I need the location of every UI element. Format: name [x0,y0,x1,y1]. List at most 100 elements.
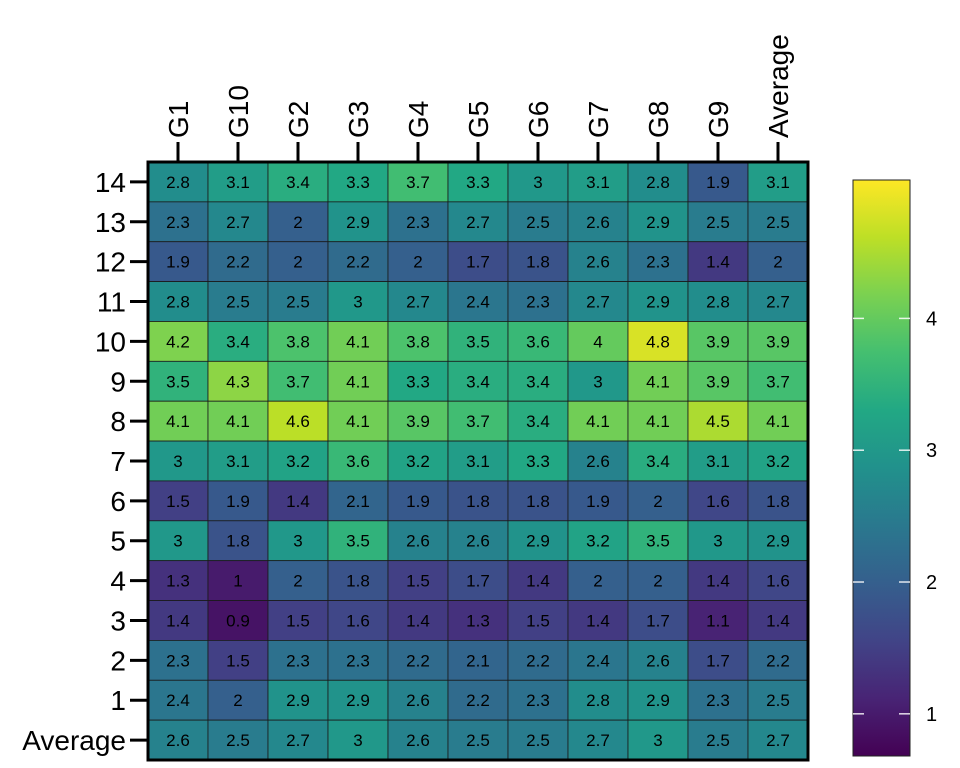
heatmap-cell [207,400,269,442]
heatmap-cell [567,440,629,482]
cell-value-label: 1.7 [466,572,490,591]
cell-value-label: 2.9 [346,213,370,232]
cell-value-label: 2.6 [166,731,190,750]
heatmap-cell [627,520,689,562]
colorbar-tick-label: 1 [926,704,937,726]
cell-value-label: 4.1 [646,412,670,431]
heatmap-cell [747,640,809,681]
cell-value-label: 2.6 [406,691,430,710]
heatmap-cell [687,281,749,322]
cell-value-label: 2.4 [586,651,610,670]
cell-value-label: 1.4 [526,572,550,591]
y-tick-label: 2 [110,645,126,676]
heatmap-cell [627,360,689,402]
cell-value-label: 2.5 [766,691,790,710]
heatmap-cell [447,440,509,482]
cell-value-label: 3 [173,452,182,471]
heatmap-cell [747,560,809,601]
cell-value-label: 2.9 [346,691,370,710]
heatmap-cell [507,719,569,761]
heatmap-cell [327,679,389,721]
cell-value-label: 2.9 [646,691,670,710]
heatmap-cell [387,679,449,721]
heatmap-cell [687,201,749,243]
cell-value-label: 3.7 [406,173,430,192]
cell-value-label: 2 [773,253,782,272]
cell-value-label: 2.3 [286,651,310,670]
heatmap-cell [567,400,629,442]
x-tick-label: G6 [523,101,554,138]
cell-value-label: 3.8 [286,332,310,351]
cell-value-label: 2.7 [286,731,310,750]
heatmap-cell [147,360,209,402]
y-tick-label: 1 [110,685,126,716]
cell-value-label: 4 [593,332,602,351]
cell-value-label: 4.1 [646,372,670,391]
cell-value-label: 1.9 [406,492,430,511]
cell-value-label: 3.4 [646,452,670,471]
cell-value-label: 1.4 [286,492,310,511]
cell-value-label: 3 [353,293,362,312]
cell-value-label: 4.1 [346,412,370,431]
heatmap-cell [507,600,569,641]
cell-value-label: 2.2 [466,691,490,710]
heatmap-cell [267,560,329,601]
heatmap-cell [507,480,569,522]
cell-value-label: 3.2 [586,532,610,551]
cell-value-label: 2.7 [586,293,610,312]
heatmap-cell [387,520,449,562]
cell-value-label: 4.1 [766,412,790,431]
cell-value-label: 1.6 [346,611,370,630]
colorbar-tick-label: 2 [926,572,937,594]
heatmap-cell [447,600,509,641]
heatmap-cell [207,679,269,721]
heatmap-cell [567,201,629,243]
cell-value-label: 2.9 [646,213,670,232]
heatmap-cell [507,321,569,362]
cell-value-label: 3.3 [406,372,430,391]
heatmap-cell [267,679,329,721]
heatmap-cells [147,161,809,761]
heatmap-cell [207,440,269,482]
cell-value-label: 2 [413,253,422,272]
y-tick-label: Average [22,725,126,756]
cell-value-label: 3 [593,372,602,391]
cell-value-label: 2.4 [466,293,490,312]
cell-value-label: 4.3 [226,372,250,391]
heatmap-cell [267,520,329,562]
x-tick-label: G4 [403,101,434,138]
heatmap-cell [567,719,629,761]
cell-value-label: 2.1 [466,651,490,670]
heatmap-cell [747,201,809,243]
heatmap-cell [567,560,629,601]
heatmap-cell [207,600,269,641]
cell-value-label: 2.5 [526,731,550,750]
heatmap-cell [387,201,449,243]
heatmap-cell [267,719,329,761]
heatmap-cell [447,719,509,761]
cell-value-label: 3.3 [346,173,370,192]
heatmap-cell [267,640,329,681]
cell-value-label: 2.2 [406,651,430,670]
heatmap-cell [747,600,809,641]
cell-value-label: 1.5 [226,651,250,670]
heatmap-cell [747,480,809,522]
cell-value-label: 3 [353,731,362,750]
heatmap-cell [567,600,629,641]
cell-value-label: 3 [533,173,542,192]
heatmap-cell [147,400,209,442]
heatmap-cell [747,400,809,442]
heatmap-cell [327,440,389,482]
cell-value-label: 2.8 [706,293,730,312]
cell-value-label: 2.8 [646,173,670,192]
y-tick-label: 5 [110,526,126,557]
heatmap-cell [447,520,509,562]
heatmap-cell [447,480,509,522]
cell-value-label: 3 [713,532,722,551]
heatmap-cell [687,600,749,641]
cell-value-label: 3.1 [466,452,490,471]
cell-value-label: 1.4 [766,611,790,630]
heatmap-cell [147,520,209,562]
cell-value-label: 3.2 [406,452,430,471]
